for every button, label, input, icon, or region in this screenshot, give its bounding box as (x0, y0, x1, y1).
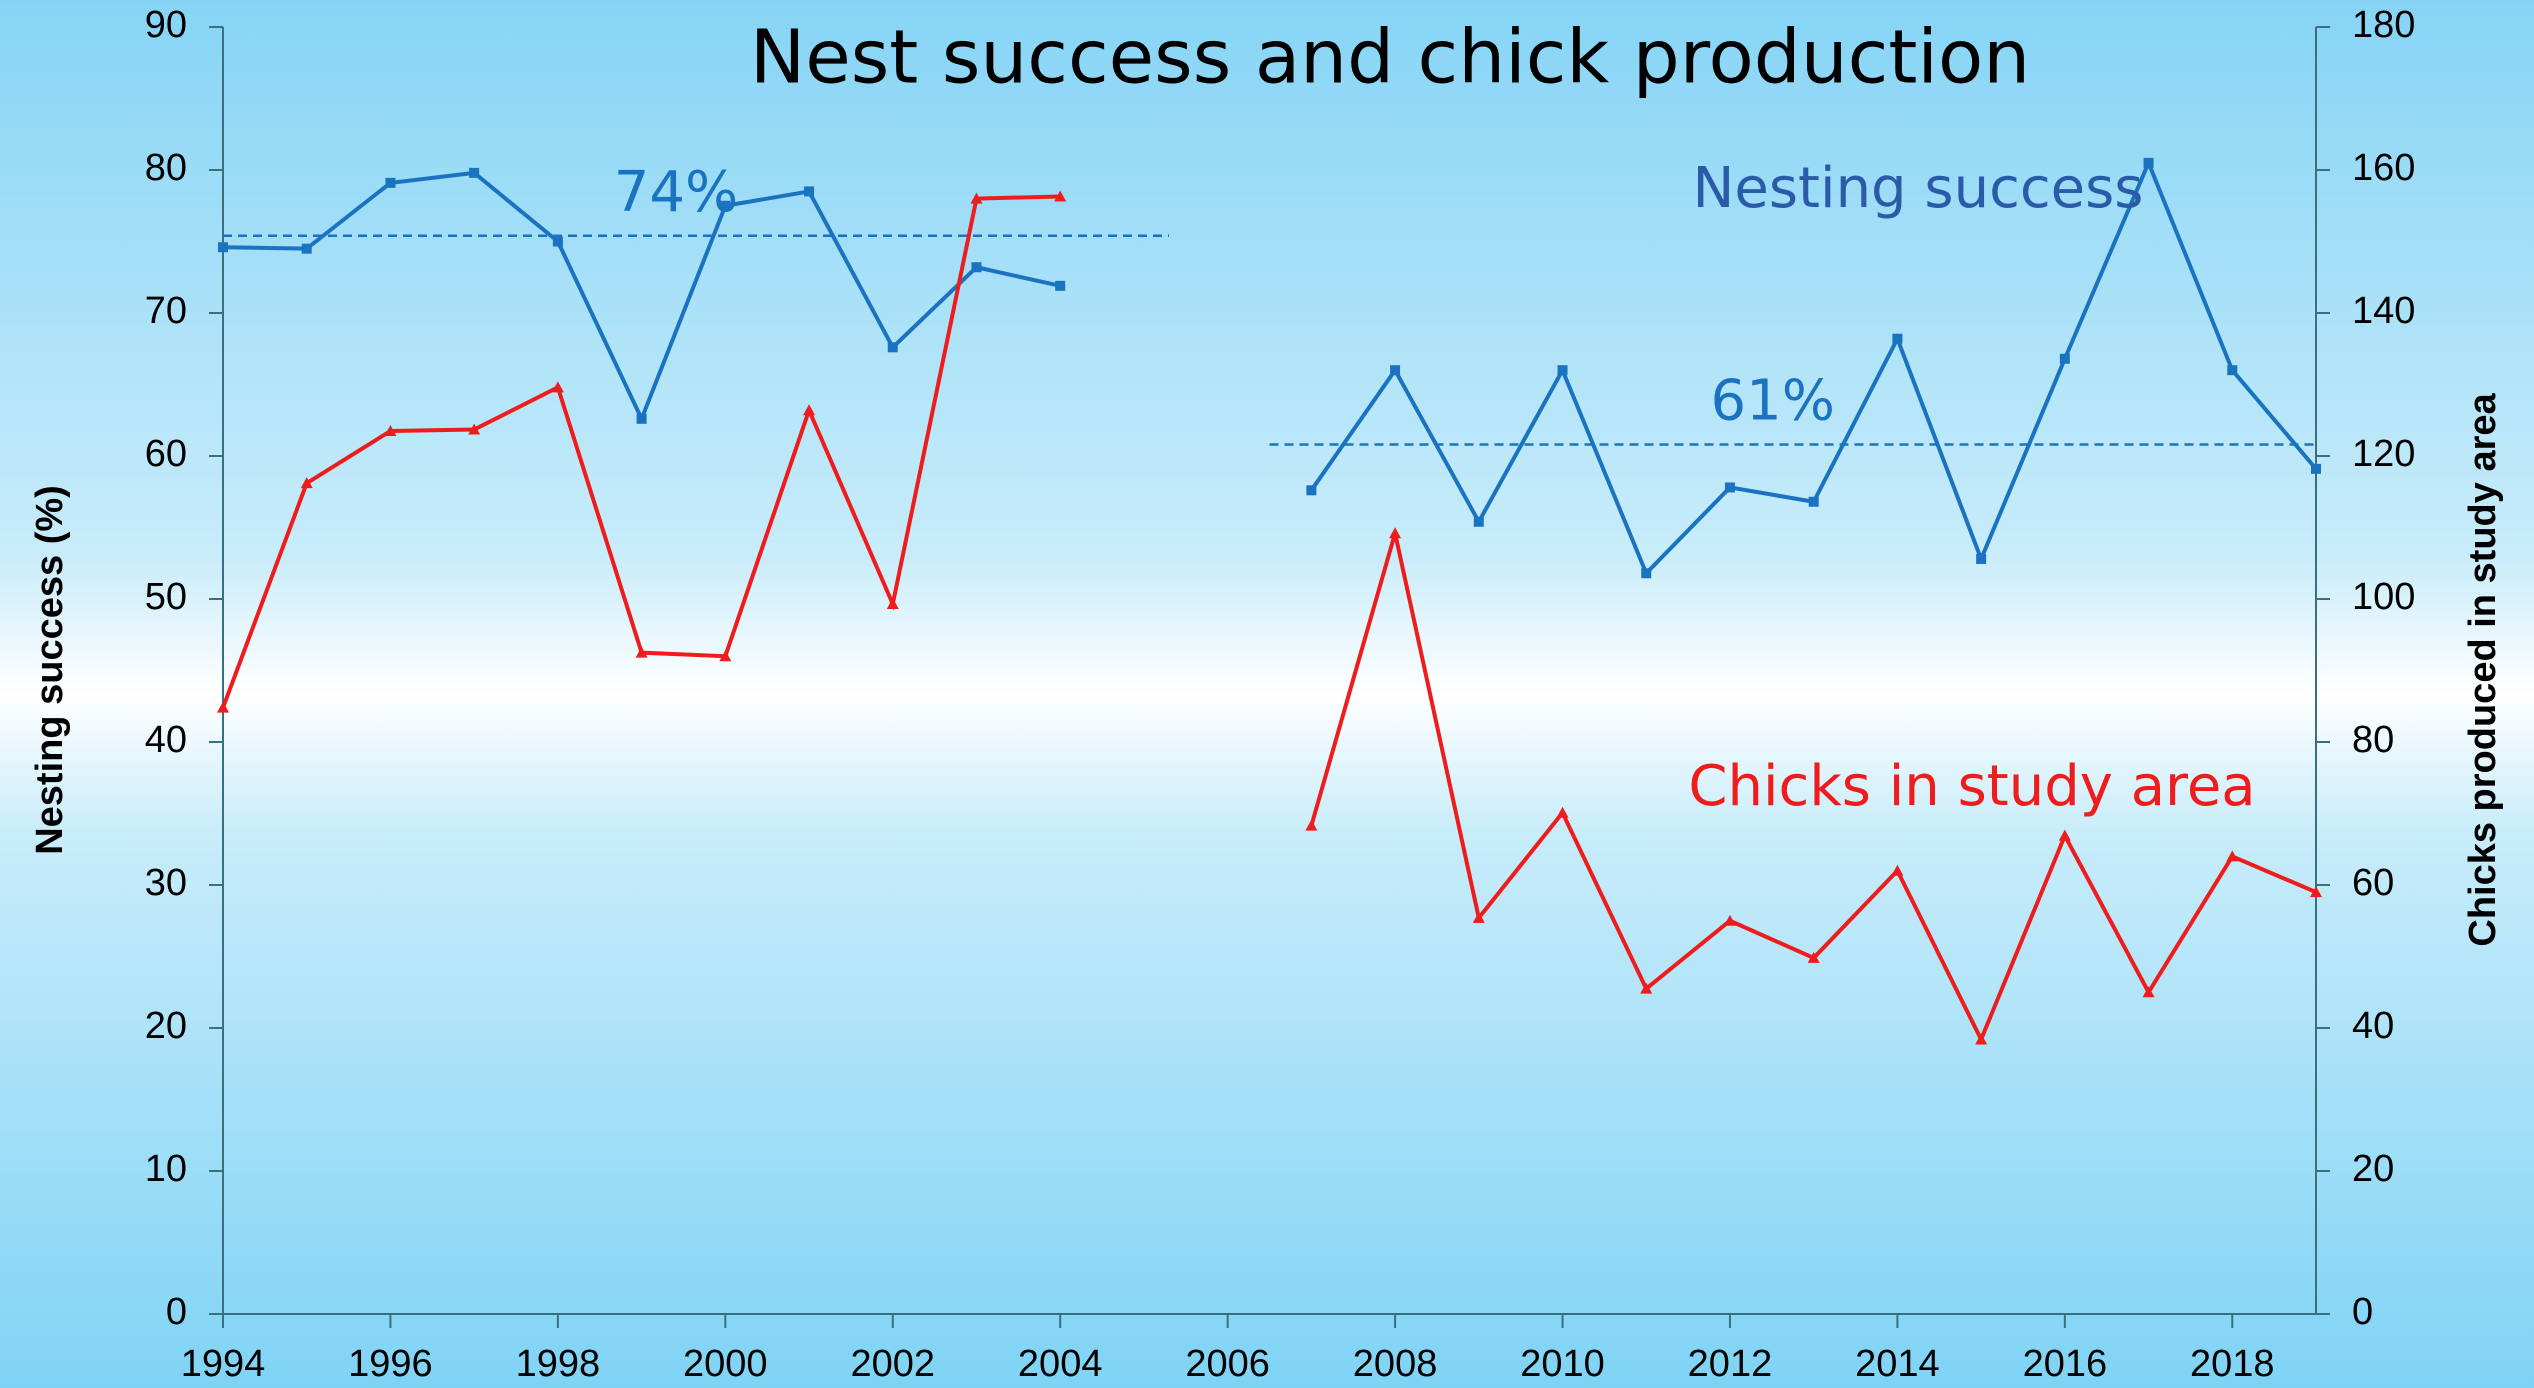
marker (971, 262, 982, 273)
marker (1807, 951, 1820, 963)
series-line (221, 194, 1061, 709)
marker (552, 236, 563, 247)
y-tick-label: 60 (145, 433, 187, 475)
y2-tick-label: 180 (2352, 4, 2415, 46)
y2-tick-label: 120 (2352, 433, 2415, 475)
annotation: 74% (614, 160, 738, 225)
y2-tick-label: 100 (2352, 576, 2415, 618)
y-tick-label: 10 (145, 1148, 187, 1190)
marker (300, 477, 313, 489)
marker (1808, 496, 1819, 507)
x-tick-label: 2012 (1688, 1343, 1773, 1385)
marker (1641, 568, 1652, 579)
x-tick-label: 1998 (516, 1343, 601, 1385)
marker (1305, 819, 1318, 831)
marker (2059, 353, 2070, 364)
marker (719, 650, 732, 662)
marker (1054, 190, 1067, 202)
marker (2058, 829, 2071, 841)
marker (1892, 333, 1903, 344)
marker (803, 404, 816, 416)
y2-axis-label: Chicks produced in study area (2462, 393, 2504, 947)
marker (1557, 365, 1568, 376)
marker (2226, 850, 2239, 862)
y2-tick-label: 140 (2352, 290, 2415, 332)
marker (1389, 527, 1402, 539)
y-tick-label: 70 (145, 290, 187, 332)
y-tick-label: 40 (145, 719, 187, 761)
y2-tick-label: 20 (2352, 1148, 2394, 1190)
x-tick-label: 2014 (1855, 1343, 1940, 1385)
marker (385, 177, 396, 188)
marker (469, 167, 480, 178)
marker (804, 186, 815, 197)
marker (1055, 280, 1066, 291)
x-tick-label: 2004 (1018, 1343, 1103, 1385)
marker (1473, 516, 1484, 527)
x-tick-label: 2000 (683, 1343, 768, 1385)
y-axis-label: Nesting success (%) (29, 485, 71, 855)
x-tick-label: 2010 (1520, 1343, 1605, 1385)
marker (970, 192, 983, 204)
marker (1975, 1033, 1988, 1045)
marker (1976, 553, 1987, 564)
chart-title: Nest success and chick production (750, 15, 2030, 101)
marker (217, 701, 229, 713)
marker (2143, 157, 2154, 168)
y2-tick-label: 40 (2352, 1005, 2394, 1047)
marker (1891, 864, 1904, 876)
y2-tick-label: 160 (2352, 147, 2415, 189)
y-tick-label: 20 (145, 1005, 187, 1047)
marker (1472, 911, 1485, 923)
marker (1640, 982, 1653, 994)
series-label: Nesting success (1693, 156, 2144, 221)
y2-tick-label: 60 (2352, 862, 2394, 904)
marker (2311, 463, 2321, 474)
x-tick-label: 2016 (2023, 1343, 2108, 1385)
marker (720, 200, 731, 211)
y2-tick-label: 0 (2352, 1291, 2373, 1333)
marker (1724, 482, 1735, 493)
marker (301, 243, 312, 254)
marker (2310, 886, 2322, 898)
marker (1306, 485, 1317, 496)
x-tick-label: 1994 (181, 1343, 266, 1385)
marker (468, 423, 481, 435)
x-tick-label: 2008 (1353, 1343, 1438, 1385)
marker (218, 242, 228, 253)
y2-tick-label: 80 (2352, 719, 2394, 761)
y-tick-label: 50 (145, 576, 187, 618)
x-tick-label: 2006 (1185, 1343, 1270, 1385)
marker (2227, 365, 2238, 376)
marker (1390, 365, 1401, 376)
marker (886, 598, 899, 610)
annotation: 61% (1711, 369, 1835, 434)
x-tick-label: 2002 (850, 1343, 935, 1385)
marker (2142, 986, 2155, 998)
marker (1723, 914, 1736, 926)
marker (635, 646, 648, 658)
series-label: Chicks in study area (1688, 754, 2255, 819)
marker (1556, 806, 1569, 818)
marker (887, 342, 898, 353)
marker (551, 381, 564, 393)
y-tick-label: 30 (145, 862, 187, 904)
y-tick-label: 0 (166, 1291, 187, 1333)
marker (384, 424, 397, 436)
y-tick-label: 80 (145, 147, 187, 189)
y-tick-label: 90 (145, 4, 187, 46)
x-tick-label: 2018 (2190, 1343, 2275, 1385)
marker (636, 413, 647, 424)
x-tick-label: 1996 (348, 1343, 433, 1385)
